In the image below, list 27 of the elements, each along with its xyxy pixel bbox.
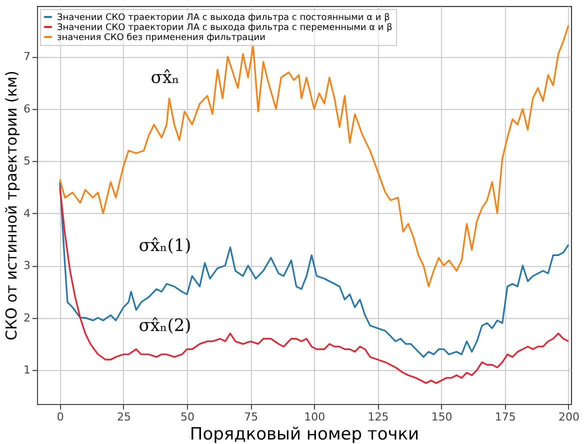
y-tick-label: 5 <box>24 154 30 168</box>
annotation: σx̂ₙ(2) <box>138 316 192 336</box>
y-tick-label: 6 <box>24 102 30 116</box>
x-tick-label: 200 <box>558 410 580 424</box>
line-series <box>59 24 570 288</box>
x-tick-label: 0 <box>56 410 64 424</box>
x-tick-label: 25 <box>116 410 131 424</box>
y-tick-label: 4 <box>24 206 30 220</box>
line-series <box>59 186 570 384</box>
x-tick-label: 150 <box>431 410 452 424</box>
y-tick-label: 3 <box>24 259 30 272</box>
y-axis-title: СКО от истинной траектории (км) <box>2 70 20 340</box>
x-tick-label: 75 <box>244 410 258 424</box>
legend-label: Значении СКО траектории ЛА с выхода фильтра с переменными α и β <box>57 23 393 33</box>
x-tick-label: 100 <box>304 410 326 424</box>
x-tick-label: 175 <box>494 410 516 424</box>
annotation: σx̂ₙ(1) <box>138 236 192 256</box>
annotation: σx̂ₙ <box>150 68 180 88</box>
x-tick-label: 50 <box>180 410 195 424</box>
x-tick-label: 125 <box>368 410 389 424</box>
y-tick-label: 1 <box>24 364 30 377</box>
x-axis-title: Порядковый номер точки <box>190 424 420 444</box>
y-tick-label: 7 <box>24 50 30 64</box>
line-series <box>59 181 570 358</box>
legend-label: значения СКО без применения фильтрации <box>57 33 266 43</box>
y-tick-label: 2 <box>24 311 30 324</box>
legend-label: Значении СКО траектории ЛА с выхода фильтра с постоянными α и β <box>57 13 390 23</box>
